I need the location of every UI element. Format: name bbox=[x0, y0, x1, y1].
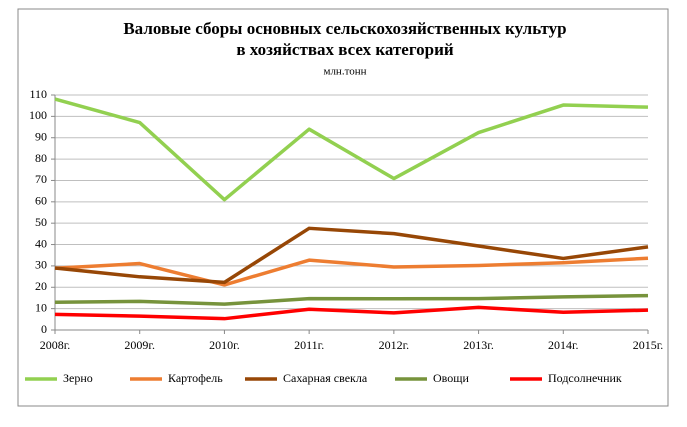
legend-label: Овощи bbox=[433, 371, 469, 385]
y-tick-label: 100 bbox=[29, 108, 47, 122]
series-line bbox=[54, 293, 649, 306]
y-tick-label: 10 bbox=[35, 300, 47, 314]
legend-label: Сахарная свекла bbox=[283, 371, 368, 385]
y-tick-label: 60 bbox=[35, 194, 47, 208]
y-tick-label: 70 bbox=[35, 172, 47, 186]
y-tick-label: 110 bbox=[29, 87, 47, 101]
y-tick-label: 0 bbox=[41, 322, 47, 336]
legend-label: Зерно bbox=[63, 371, 93, 385]
series-line bbox=[54, 226, 649, 285]
y-tick-label: 50 bbox=[35, 215, 47, 229]
x-tick-label: 2008г. bbox=[40, 338, 71, 352]
series-line bbox=[54, 97, 649, 202]
y-tick-label: 90 bbox=[35, 129, 47, 143]
x-tick-label: 2013г. bbox=[463, 338, 494, 352]
chart-subtitle: млн.тонн bbox=[323, 66, 366, 78]
x-tick-label: 2010г. bbox=[209, 338, 240, 352]
y-tick-label: 80 bbox=[35, 151, 47, 165]
x-tick-label: 2009г. bbox=[124, 338, 155, 352]
x-tick-label: 2015г. bbox=[633, 338, 664, 352]
chart-title: Валовые сборы основных сельскохозяйствен… bbox=[123, 19, 566, 38]
chart-title: в хозяйствах всех категорий bbox=[236, 40, 454, 59]
series-line bbox=[54, 256, 649, 287]
legend-label: Подсолнечник bbox=[548, 371, 622, 385]
x-tick-label: 2012г. bbox=[379, 338, 410, 352]
series-line bbox=[54, 305, 649, 321]
y-tick-label: 40 bbox=[35, 236, 47, 250]
chart-frame bbox=[17, 8, 669, 407]
x-tick-label: 2011г. bbox=[294, 338, 324, 352]
x-tick-label: 2014г. bbox=[548, 338, 579, 352]
y-tick-label: 30 bbox=[35, 258, 47, 272]
y-tick-label: 20 bbox=[35, 279, 47, 293]
legend-label: Картофель bbox=[168, 371, 223, 385]
